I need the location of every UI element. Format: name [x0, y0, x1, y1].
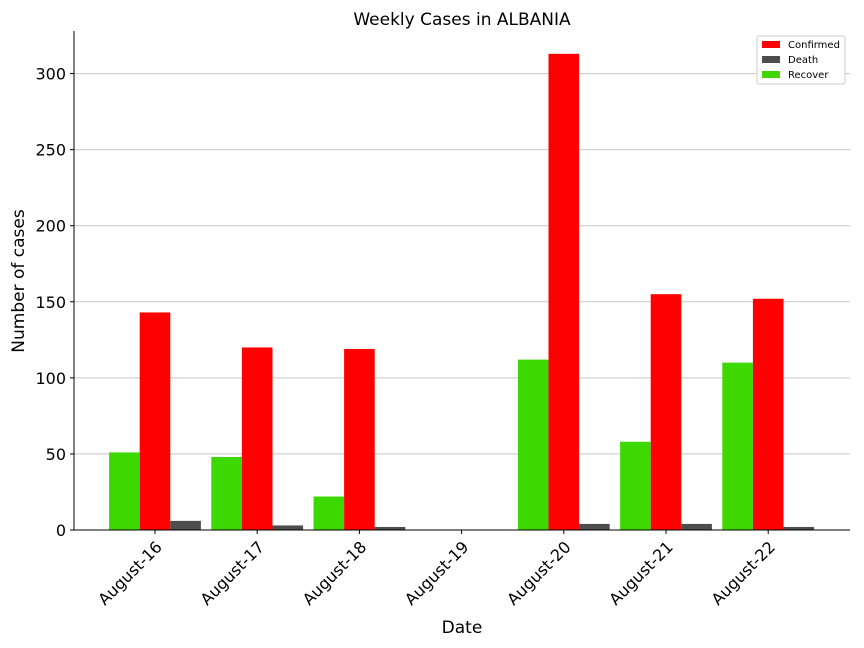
x-tick-label: August-16: [94, 537, 166, 609]
bar-confirmed-august-22: [752, 298, 784, 530]
y-ticks: 0 50 100 150 200 250 300: [35, 65, 74, 540]
x-axis-label: Date: [442, 618, 483, 638]
bar-recover-august-22: [722, 362, 753, 530]
x-tick-label: August-22: [708, 537, 780, 609]
y-tick-label: 50: [46, 445, 66, 464]
legend-swatch-death: [762, 56, 780, 63]
x-tick-label: August-21: [605, 537, 677, 609]
y-tick-label: 200: [35, 217, 66, 236]
bar-recover-august-18: [313, 496, 345, 530]
bar-confirmed-august-18: [344, 348, 375, 530]
y-axis-label: Number of cases: [9, 209, 29, 353]
x-tick-label: August-17: [197, 537, 269, 609]
bar-confirmed-august-20: [548, 53, 580, 530]
x-ticks: August-16 August-17 August-18 August-19 Augu…: [94, 530, 779, 609]
x-tick-label: August-19: [401, 537, 473, 609]
legend-label-death: Death: [788, 55, 818, 66]
legend-label-confirmed: Confirmed: [788, 40, 840, 51]
bar-recover-august-20: [517, 359, 549, 530]
bar-death-august-18: [374, 526, 406, 530]
y-tick-label: 250: [35, 141, 66, 160]
legend-label-recover: Recover: [788, 70, 829, 81]
legend-swatch-recover: [762, 71, 780, 78]
bar-death-august-20: [579, 523, 610, 530]
bars: [109, 53, 815, 530]
bar-death-august-16: [170, 520, 201, 530]
bar-recover-august-21: [620, 441, 651, 530]
y-tick-label: 100: [35, 369, 66, 388]
bar-death-august-22: [783, 526, 815, 530]
bar-confirmed-august-17: [241, 347, 273, 530]
bar-confirmed-august-16: [139, 312, 171, 530]
y-tick-label: 300: [35, 65, 66, 84]
y-tick-label: 150: [35, 293, 66, 312]
chart-title: Weekly Cases in ALBANIA: [353, 10, 571, 30]
legend-swatch-confirmed: [762, 41, 780, 48]
x-tick-label: August-18: [299, 537, 371, 609]
bar-death-august-21: [681, 523, 712, 530]
bar-recover-august-16: [109, 452, 140, 530]
bar-confirmed-august-21: [650, 294, 682, 530]
bar-recover-august-17: [211, 456, 242, 530]
y-gridlines: [74, 73, 850, 455]
legend: Confirmed Death Recover: [756, 35, 846, 85]
y-tick-label: 0: [56, 521, 66, 540]
x-tick-label: August-20: [503, 537, 575, 609]
bar-death-august-17: [272, 525, 304, 530]
